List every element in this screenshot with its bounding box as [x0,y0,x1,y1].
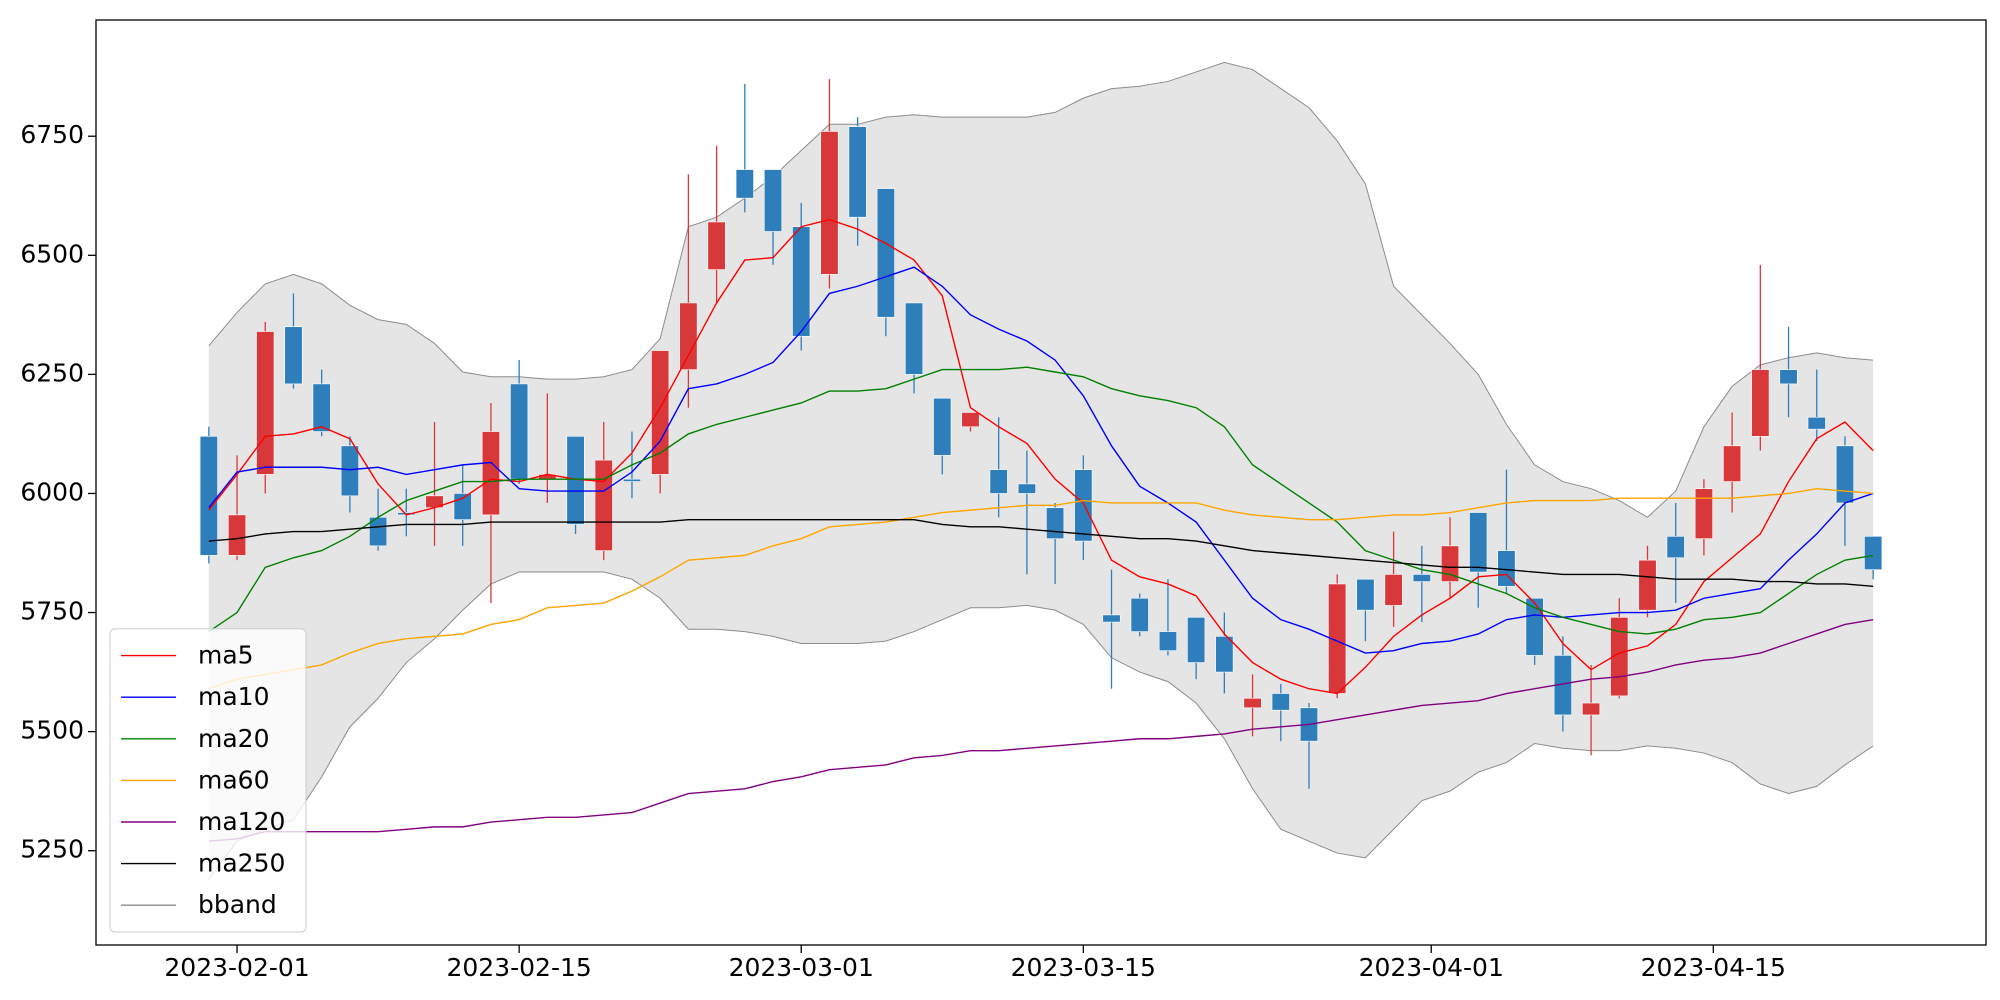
candle-body [1074,469,1093,542]
candle-body [1469,512,1488,573]
ma-line [208,366,1874,635]
candle-body [256,331,275,475]
candle-body [340,445,359,497]
ma-line [208,518,1874,588]
candle-body [1638,559,1657,611]
x-tick-label: 2023-03-15 [1011,953,1156,982]
bband-lower [208,571,1874,880]
bband-area [208,62,1874,880]
legend-label: bband [198,890,277,919]
candle-body [1102,614,1121,623]
candle-body [1215,636,1234,673]
legend-label: ma60 [198,765,269,794]
candle-body [876,188,895,318]
bband-upper [208,61,1874,518]
legend-label: ma10 [198,682,269,711]
candle-body [1046,507,1065,540]
candle-body [594,459,613,551]
candle-body [228,514,247,556]
legend-box [109,628,307,933]
candle-body [481,431,500,516]
y-tick-label: 6250 [20,358,84,387]
candle-body [1779,369,1798,385]
candle-body [679,302,698,370]
candle-body [1723,445,1742,482]
candle-body [905,302,924,375]
candle-body [651,350,670,475]
legend-label: ma20 [198,724,269,753]
plot-area [199,61,1883,880]
y-tick-label: 6750 [20,120,84,149]
candle-body [1271,693,1290,711]
candle-body [1158,631,1177,651]
candle-body [1525,597,1544,656]
candle-body [735,169,754,199]
candle-body [989,469,1008,494]
candle-body [1835,445,1855,504]
candle-body [510,383,529,480]
legend: ma5 ma10 ma20 ma60 ma120 ma250 bband [109,628,307,933]
candle-body [1187,616,1206,663]
candle-body [1384,574,1403,606]
ma-line [208,218,1874,695]
candle-body [1807,416,1826,430]
candle-body [1243,697,1262,709]
candle-body [707,221,726,270]
legend-label: ma120 [198,807,285,836]
candle-body [763,169,783,232]
x-tick-label: 2023-04-01 [1359,953,1504,982]
candle-body [1666,536,1685,559]
candle-body [1751,369,1770,437]
y-tick-label: 5250 [20,835,84,864]
candle-body [1582,702,1601,716]
candle-body [622,478,642,482]
candle-body [1864,536,1883,570]
candle-body [284,326,303,385]
ma-line [208,618,1874,842]
ma-line [208,266,1874,654]
candle-body [312,383,331,432]
x-tick-label: 2023-02-01 [164,953,309,982]
x-tick-label: 2023-04-15 [1641,953,1786,982]
y-tick-label: 5750 [20,597,84,626]
legend-label: ma5 [198,641,254,670]
candle-body [961,412,980,428]
candle-body [792,226,811,337]
candle-body [1412,574,1431,582]
y-tick-label: 6000 [20,477,84,506]
candle-body [1130,597,1149,632]
candle-body [199,435,218,556]
candle-body [1440,545,1460,582]
candle-body [1356,578,1375,611]
ma-line [208,487,1874,690]
y-tick-label: 6500 [20,239,84,268]
candle-body [1017,483,1036,494]
x-tick-label: 2023-02-15 [446,953,591,982]
x-tick-label: 2023-03-01 [729,953,874,982]
axes-frame [95,19,1987,946]
candle-body [848,126,867,218]
y-tick-label: 5500 [20,716,84,745]
candle-body [820,131,839,275]
legend-label: ma250 [198,849,285,878]
candle-body [1694,488,1713,540]
candle-body [933,397,952,456]
